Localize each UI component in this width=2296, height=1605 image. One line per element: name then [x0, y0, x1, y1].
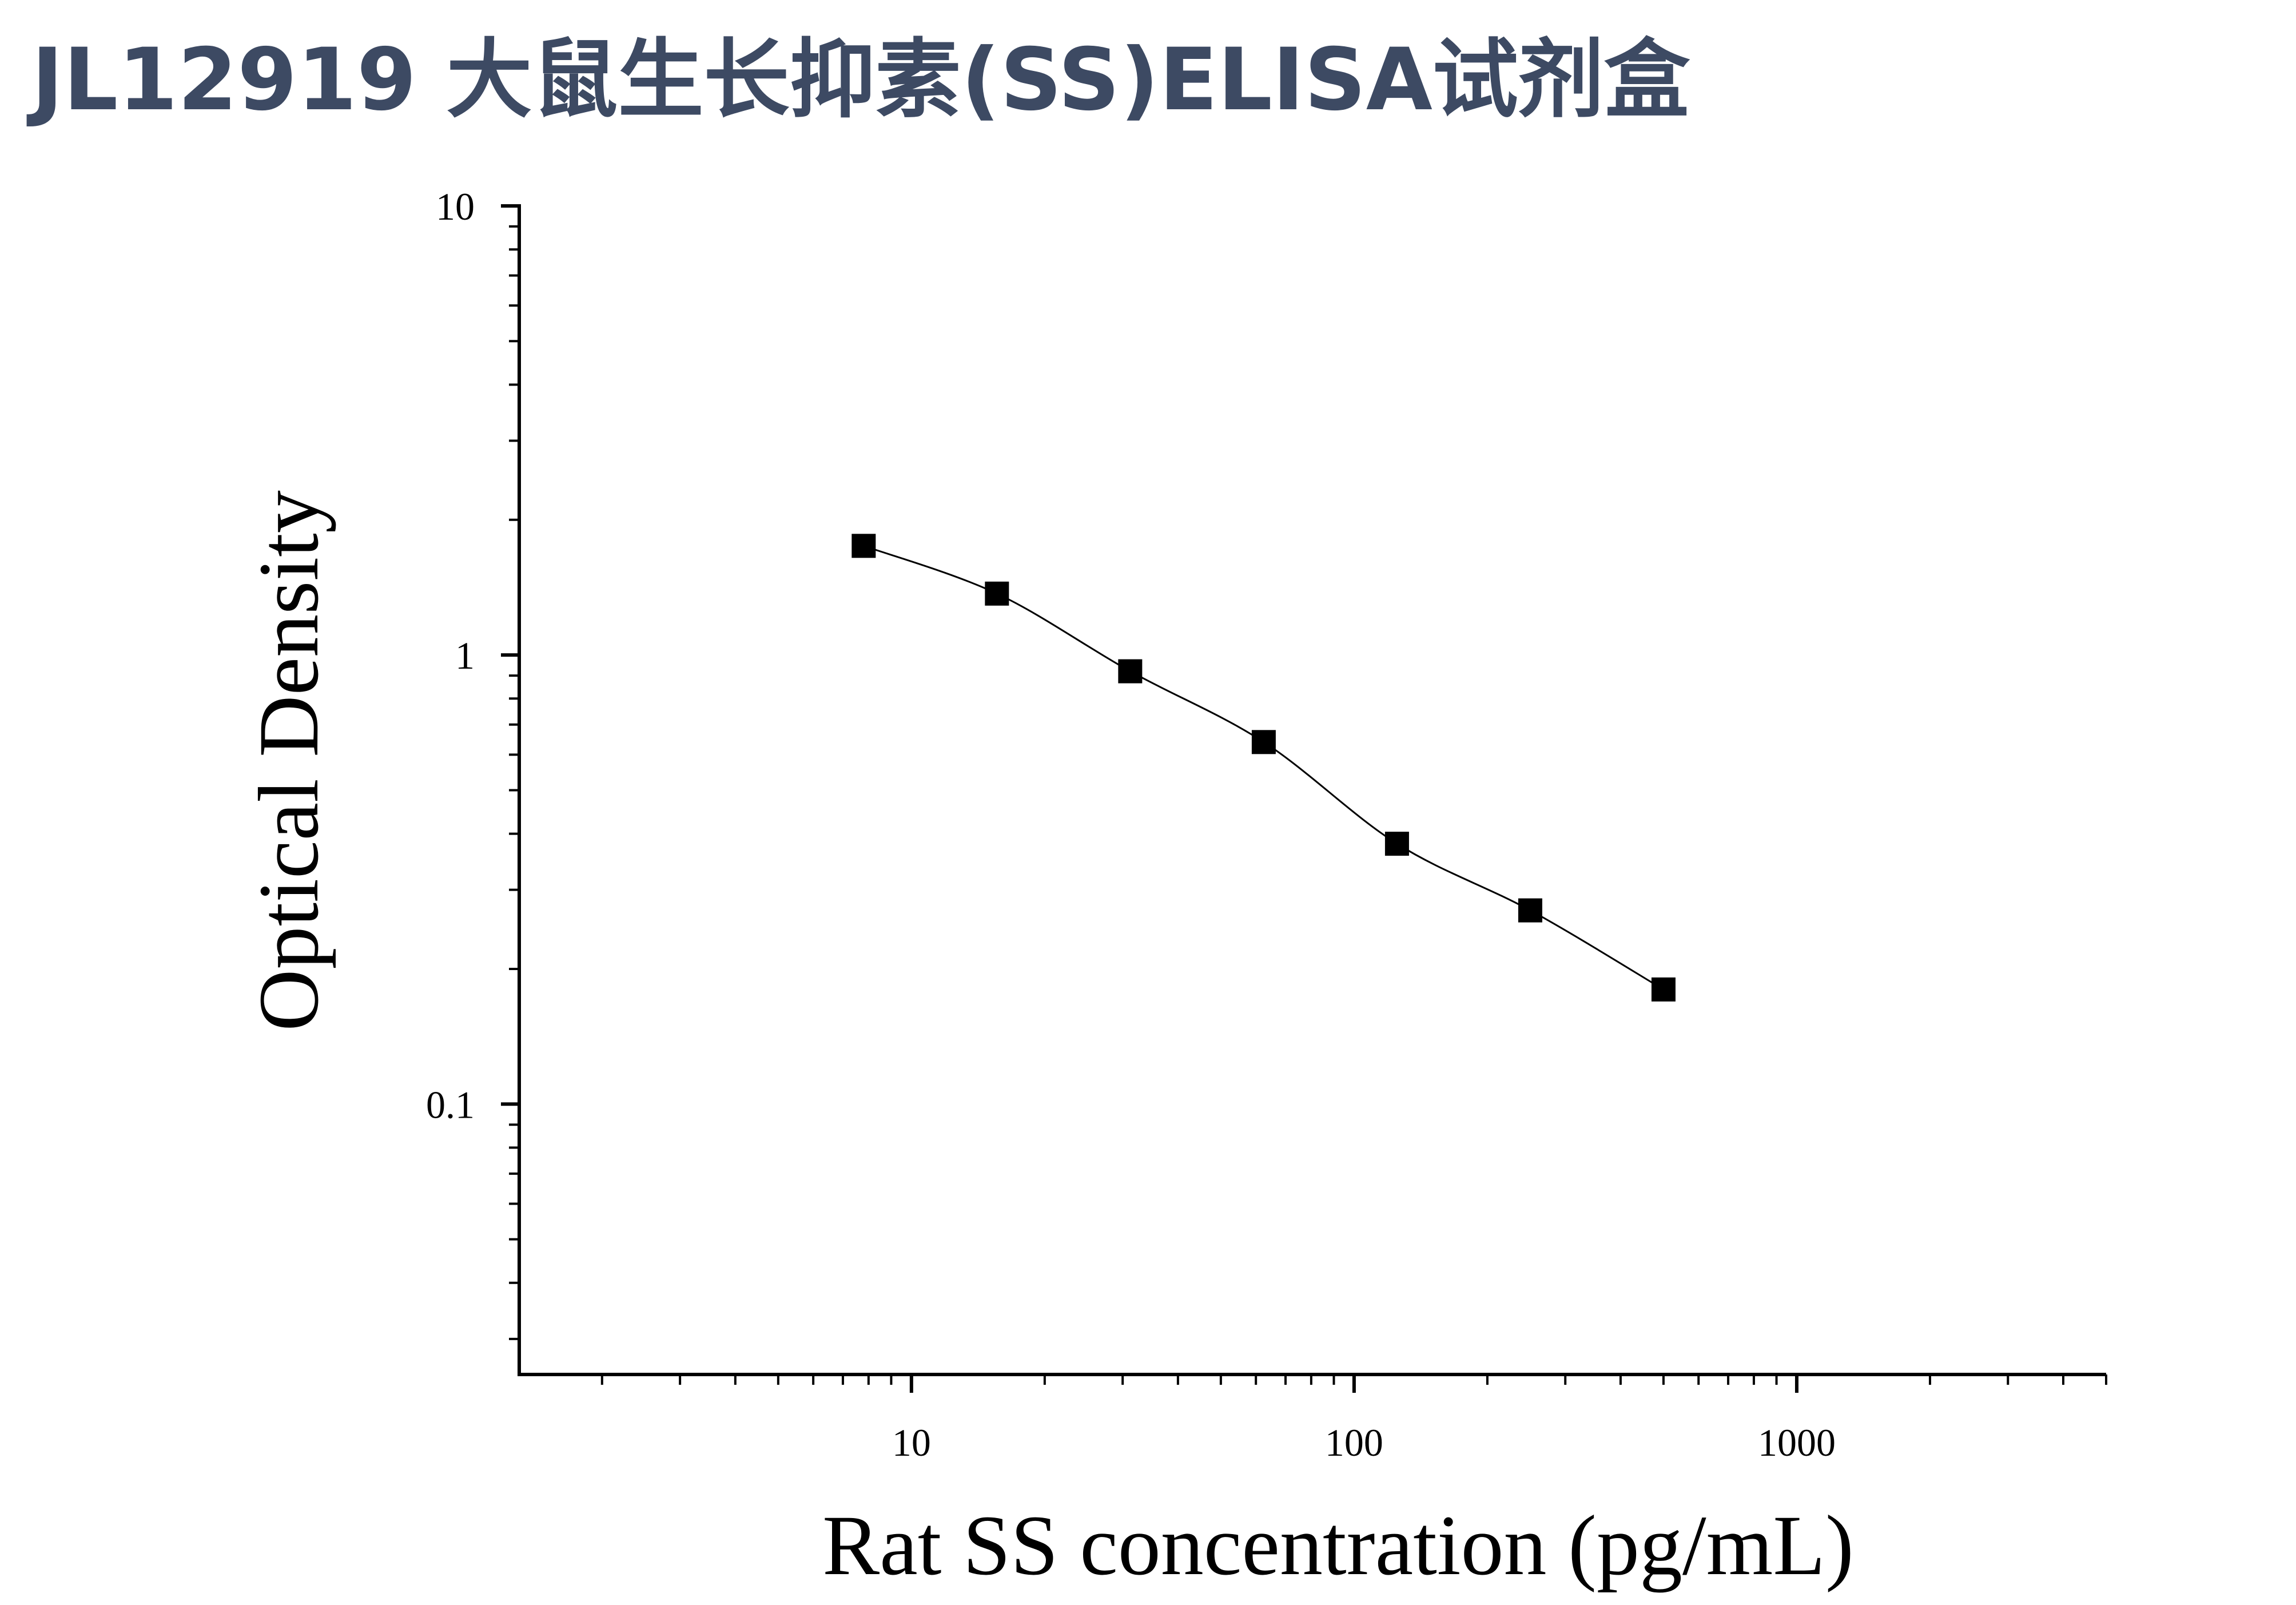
y-axis-title: Optical Density: [241, 490, 336, 1031]
data-points: [851, 534, 1676, 1002]
x-axis-title: Rat SS concentration (pg/mL): [822, 1498, 1854, 1593]
data-point: [985, 581, 1009, 606]
ticks: [501, 204, 2107, 1393]
data-point: [1118, 659, 1143, 684]
tick-labels: 10 100 1000 0.1 1 10: [426, 185, 1836, 1464]
axes: [518, 204, 2106, 1376]
data-point: [1251, 730, 1276, 754]
data-point: [1384, 832, 1409, 856]
data-point: [1518, 898, 1542, 923]
data-point: [851, 534, 876, 558]
x-tick-label: 10: [892, 1421, 931, 1464]
y-tick-label: 10: [436, 185, 475, 228]
y-tick-label: 1: [455, 634, 475, 677]
page-title: JL12919 大鼠生长抑素(SS)ELISA试剂盒: [31, 30, 1690, 130]
y-tick-label: 0.1: [426, 1083, 475, 1126]
x-tick-label: 1000: [1758, 1421, 1836, 1464]
data-point: [1651, 977, 1676, 1002]
x-tick-label: 100: [1325, 1421, 1383, 1464]
fit-curve: [863, 545, 1664, 991]
